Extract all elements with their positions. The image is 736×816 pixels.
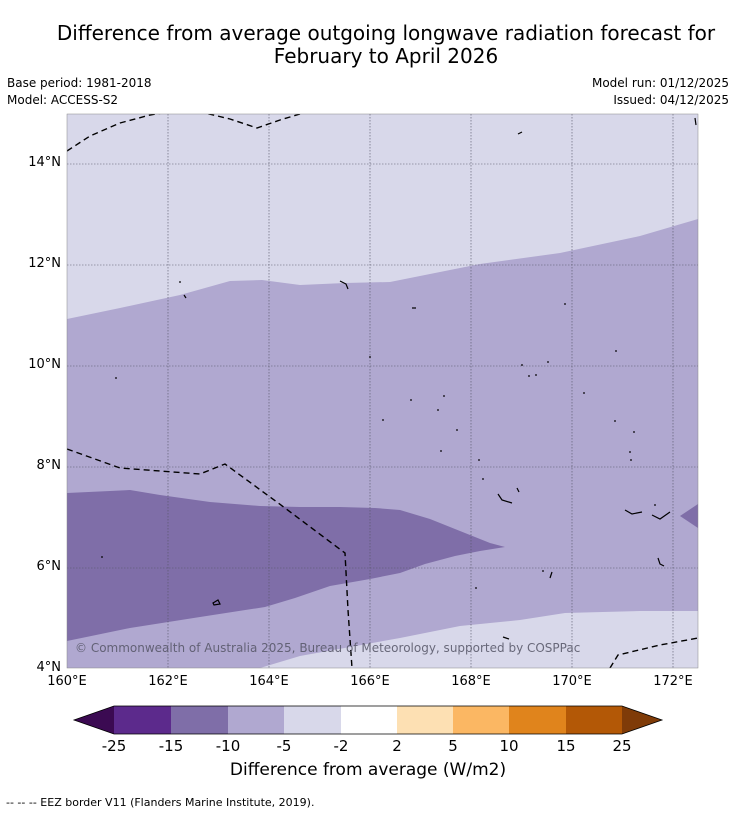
colorbar-tick: -2 bbox=[333, 737, 349, 755]
lat-label: 14°N bbox=[28, 155, 61, 170]
lon-label: 164°E bbox=[249, 674, 289, 689]
colorbar-tick: 25 bbox=[612, 737, 632, 755]
map-frame bbox=[66, 113, 699, 669]
colorbar-tick: -25 bbox=[101, 737, 127, 755]
colorbar-swatch bbox=[284, 706, 341, 734]
colorbar-swatch bbox=[453, 706, 509, 734]
colorbar-swatch bbox=[228, 706, 284, 734]
lon-label: 162°E bbox=[148, 674, 188, 689]
map-panel bbox=[67, 114, 698, 668]
colorbar-tick: 10 bbox=[499, 737, 519, 755]
lon-label: 172°E bbox=[653, 674, 693, 689]
meta-right: Model run: 01/12/2025 Issued: 04/12/2025 bbox=[592, 75, 729, 109]
eez-borders bbox=[67, 114, 698, 668]
colorbar-tick: 2 bbox=[392, 737, 402, 755]
lat-label: 12°N bbox=[28, 256, 61, 271]
olr-wedge-east bbox=[680, 504, 698, 528]
lat-label: 4°N bbox=[36, 660, 62, 675]
colorbar-tick: -5 bbox=[276, 737, 292, 755]
lat-label: 8°N bbox=[36, 458, 62, 473]
colorbar-tick: -15 bbox=[158, 737, 184, 755]
lat-label: 10°N bbox=[28, 357, 61, 372]
meta-left: Base period: 1981-2018 Model: ACCESS-S2 bbox=[7, 75, 152, 109]
colorbar-swatch bbox=[114, 706, 171, 734]
model-run: Model run: 01/12/2025 bbox=[591, 76, 729, 90]
gridlines bbox=[67, 114, 698, 668]
colorbar-tick: 15 bbox=[556, 737, 576, 755]
chart-title: Difference from average outgoing longwav… bbox=[0, 22, 736, 68]
colorbar bbox=[72, 705, 664, 735]
lat-label: 6°N bbox=[36, 559, 62, 574]
colorbar-title: Difference from average (W/m2) bbox=[229, 760, 507, 780]
eez-legend-note: -- -- -- EEZ border V11 (Flanders Marine… bbox=[6, 796, 315, 809]
lon-label: 170°E bbox=[552, 674, 592, 689]
colorbar-extend-high bbox=[622, 706, 662, 734]
olr-band-minus15-minus10 bbox=[67, 490, 505, 641]
colorbar-swatch bbox=[341, 706, 397, 734]
model-name: Model: ACCESS-S2 bbox=[7, 93, 119, 107]
lon-label: 168°E bbox=[451, 674, 491, 689]
colorbar-swatch bbox=[566, 706, 622, 734]
colorbar-tick: 5 bbox=[448, 737, 458, 755]
lon-label: 160°E bbox=[47, 674, 87, 689]
colorbar-swatch bbox=[171, 706, 228, 734]
base-period: Base period: 1981-2018 bbox=[7, 76, 152, 90]
islands bbox=[183, 117, 697, 640]
colorbar-tick: -10 bbox=[215, 737, 241, 755]
islet-dots bbox=[101, 281, 656, 589]
colorbar-swatch bbox=[397, 706, 453, 734]
colorbar-swatch bbox=[509, 706, 566, 734]
issued-date: Issued: 04/12/2025 bbox=[613, 93, 729, 107]
title-line-1: Difference from average outgoing longwav… bbox=[56, 21, 716, 45]
colorbar-extend-low bbox=[74, 706, 114, 734]
lon-label: 166°E bbox=[350, 674, 390, 689]
copyright-watermark: © Commonwealth of Australia 2025, Bureau… bbox=[75, 641, 581, 655]
title-line-2: February to April 2026 bbox=[273, 44, 499, 68]
